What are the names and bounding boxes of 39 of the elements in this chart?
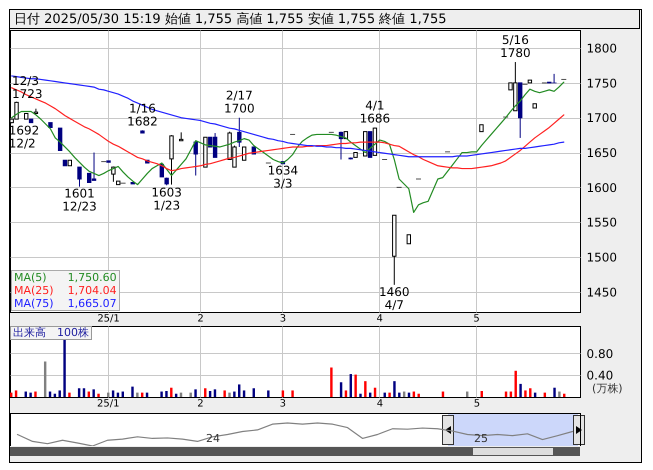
x-tick-label: 3 <box>280 314 286 324</box>
text: MA(5) <box>14 271 47 284</box>
annotation: 1603 1/23 <box>151 185 182 212</box>
x-tick-label: 25/1 <box>97 398 120 410</box>
y-tick-label: 1750 <box>586 76 618 90</box>
annotation: 1,750.60 <box>68 271 117 284</box>
y-tick-label: 1650 <box>586 146 618 160</box>
x-tick-label: 4 <box>376 314 383 324</box>
y-tick-label: 0.40 <box>586 368 614 383</box>
x-tick-label: 5 <box>474 398 480 410</box>
annotation: 1,665.07 <box>68 297 117 310</box>
x-tick-label: 4 <box>376 398 384 410</box>
annotation: 25 <box>474 432 488 445</box>
chart-title: 出来高 100株 <box>10 326 92 340</box>
y-tick-label: 1450 <box>586 285 618 300</box>
chart-title: 日付 2025/05/30 15:19 始値 1,755 高値 1,755 安値 1,755 終値 1,755 <box>9 9 640 29</box>
x-tick-label: 25/1 <box>97 314 120 324</box>
annotation: 1634 3/3 <box>268 164 298 191</box>
y-tick-label: 0.80 <box>586 346 614 361</box>
annotation: 1/16 1682 <box>127 101 158 128</box>
annotation: 1460 4/7 <box>379 284 410 312</box>
text: MA(75) <box>14 297 54 310</box>
y-tick-label: 1600 <box>586 180 618 195</box>
annotation: 5/16 1780 <box>500 33 531 60</box>
y-tick-label: 1550 <box>586 216 618 230</box>
y-tick-label: 1800 <box>586 42 618 56</box>
x-tick-label: 2 <box>197 314 204 324</box>
text: MA(25) <box>14 284 54 297</box>
y-tick-label: 1700 <box>586 111 618 126</box>
x-tick-label: 5 <box>473 314 480 324</box>
x-tick-label: 3 <box>280 398 286 410</box>
text: (万株) <box>592 382 623 395</box>
y-tick-label: 1500 <box>586 250 618 264</box>
annotation: 2/17 1700 <box>224 88 255 116</box>
annotation: 1692 12/2 <box>8 123 40 150</box>
x-tick-label: 2 <box>197 398 204 410</box>
annotation: 4/1 1686 <box>360 98 390 126</box>
annotation: 1,704.04 <box>68 284 117 297</box>
annotation: 1601 12/23 <box>62 186 97 214</box>
